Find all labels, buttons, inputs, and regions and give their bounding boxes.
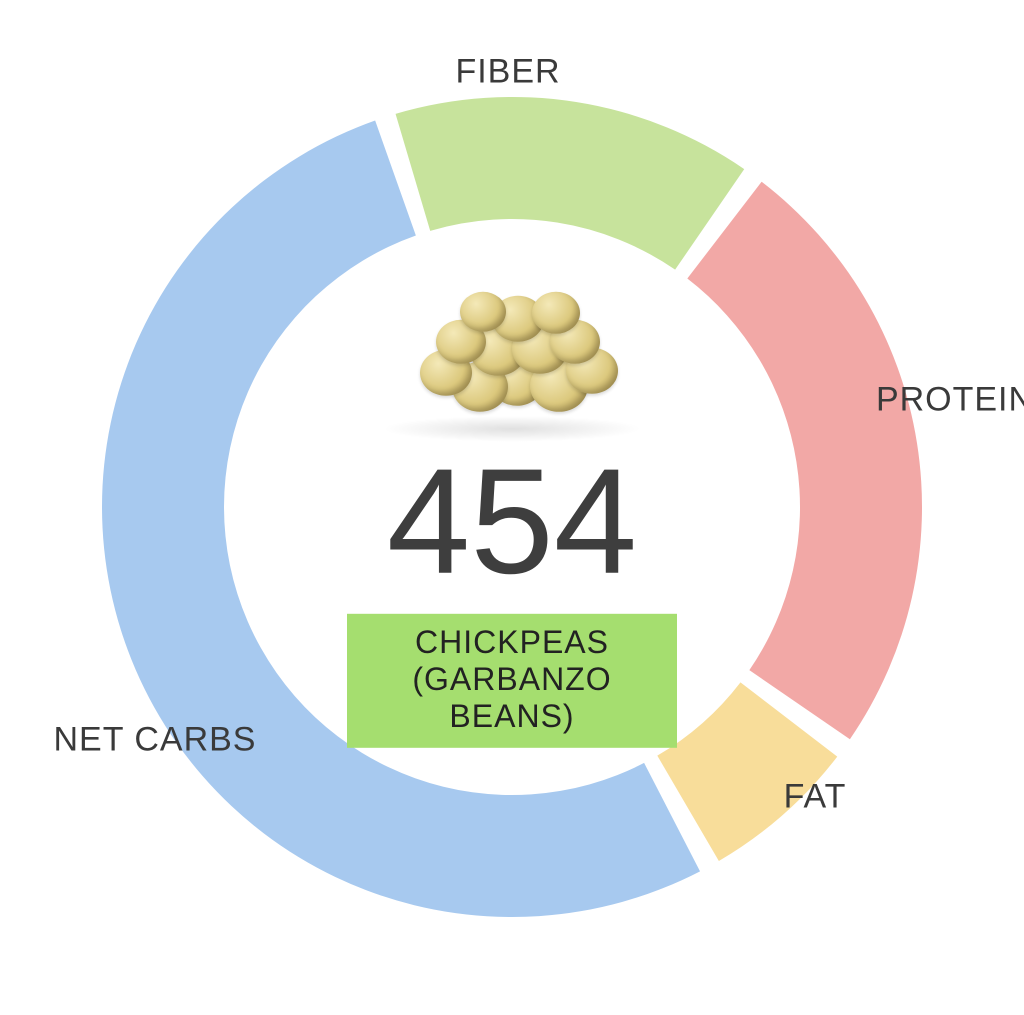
segment-label-fiber: FIBER: [455, 53, 560, 92]
center-content: 454 CHICKPEAS (GARBANZO BEANS): [252, 266, 772, 748]
nutrition-donut-chart: FIBER PROTEIN FAT NET CARBS 454 CHICKPEA…: [0, 0, 1024, 1015]
segment-label-net-carbs: NET CARBS: [54, 721, 257, 760]
calorie-value: 454: [387, 446, 637, 596]
chickpeas-icon: [362, 266, 662, 436]
food-name-line: (GARBANZO: [375, 661, 649, 698]
segment-label-protein: PROTEIN: [876, 381, 1024, 420]
food-name-line: BEANS): [375, 697, 649, 734]
segment-fiber: [396, 97, 745, 270]
food-name-pill: CHICKPEAS (GARBANZO BEANS): [347, 614, 677, 748]
segment-label-fat: FAT: [784, 778, 847, 817]
food-name-line: CHICKPEAS: [375, 624, 649, 661]
